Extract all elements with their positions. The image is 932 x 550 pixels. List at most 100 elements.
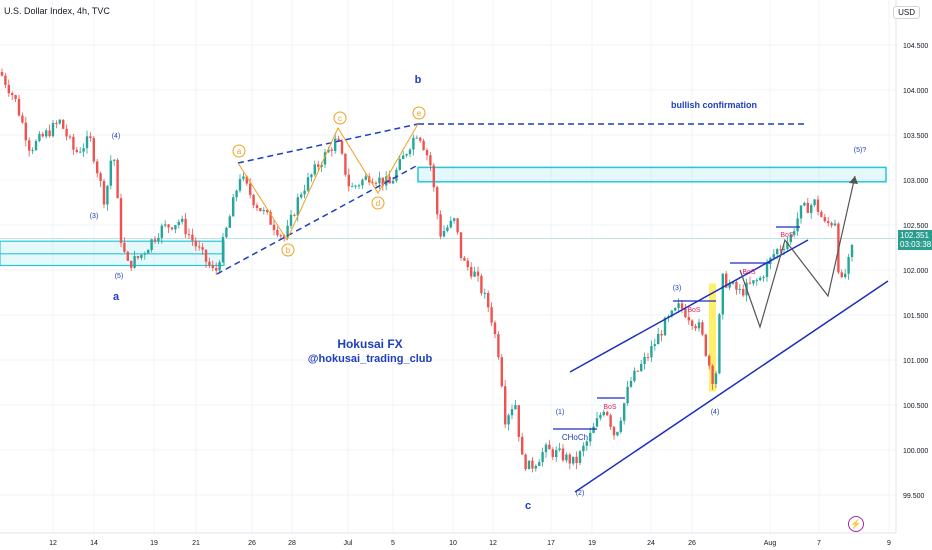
candle-body xyxy=(143,253,146,255)
price-axis-bg xyxy=(896,0,932,550)
abcde-circle xyxy=(281,243,295,257)
y-tick-label: 103.500 xyxy=(903,133,928,140)
candle-body xyxy=(701,322,704,335)
candle-body xyxy=(640,363,643,372)
candle-body xyxy=(96,161,99,174)
yellow-highlight xyxy=(709,283,716,392)
candle-body xyxy=(436,187,439,215)
candle-body xyxy=(181,218,184,222)
candle-body xyxy=(266,210,269,213)
y-tick-label: 100.000 xyxy=(903,448,928,455)
candle-body xyxy=(198,246,201,248)
candle-body xyxy=(102,181,106,205)
wave-label-5: (5) xyxy=(115,273,124,280)
candle-body xyxy=(306,177,310,191)
candle-body xyxy=(735,281,738,290)
abcde-label: c xyxy=(338,114,342,123)
candle-body xyxy=(602,411,605,416)
candle-body xyxy=(575,456,578,463)
candle-body xyxy=(657,334,660,345)
symbol-title: U.S. Dollar Index, 4h, TVC xyxy=(4,6,110,16)
candle-body xyxy=(561,448,565,461)
candle-body xyxy=(616,431,619,436)
candle-body xyxy=(337,138,340,142)
candle-body xyxy=(432,165,435,188)
candle-body xyxy=(422,140,425,151)
candle-body xyxy=(844,273,847,278)
candle-body xyxy=(235,190,238,198)
projection-zigzag xyxy=(739,175,856,329)
x-tick-label: 7 xyxy=(817,540,821,547)
candle-body xyxy=(79,151,82,153)
candle-body xyxy=(759,277,762,281)
candle-body xyxy=(497,334,500,358)
candle-body xyxy=(228,216,231,228)
candle-body xyxy=(425,150,429,156)
candle-body xyxy=(755,280,758,282)
candle-body xyxy=(606,411,609,416)
wave-label-b: b xyxy=(415,74,422,86)
candle-body xyxy=(293,214,296,216)
channel-upper xyxy=(569,239,809,373)
candle-body xyxy=(514,405,517,410)
candle-body xyxy=(449,220,452,228)
candle-body xyxy=(578,451,582,463)
candle-body xyxy=(466,260,469,268)
candle-body xyxy=(242,176,245,179)
last-price-label: 102.351 03:03:38 xyxy=(898,230,932,250)
wave-label-c: c xyxy=(525,500,531,512)
candle-body xyxy=(48,130,51,137)
candle-body xyxy=(14,95,17,99)
y-tick-label: 102.000 xyxy=(903,268,928,275)
candle-body xyxy=(738,289,741,291)
candle-body xyxy=(21,115,24,123)
candle-body xyxy=(313,164,316,175)
candle-body xyxy=(119,198,123,243)
candle-body xyxy=(262,210,265,212)
candle-body xyxy=(133,256,136,268)
candle-body xyxy=(623,403,626,421)
wave-label-a: a xyxy=(113,291,120,303)
candle-body xyxy=(742,289,745,296)
candle-body xyxy=(612,426,616,436)
candle-body xyxy=(500,357,503,387)
impulse-label: (2) xyxy=(576,490,585,497)
candle-body xyxy=(221,237,225,263)
x-tick-label: 12 xyxy=(49,540,57,547)
candle-body xyxy=(194,240,197,247)
candle-body xyxy=(167,224,170,228)
lightning-icon[interactable]: ⚡ xyxy=(848,516,864,532)
abcde-label: b xyxy=(286,246,291,255)
wedge-lower xyxy=(216,164,419,275)
candle-body xyxy=(160,225,163,238)
candle-body xyxy=(65,128,68,137)
candle-body xyxy=(327,149,330,153)
y-tick-label: 104.500 xyxy=(903,43,928,50)
candle-body xyxy=(296,197,299,216)
candle-body xyxy=(504,386,507,425)
bos-label: BoS xyxy=(780,232,794,239)
candle-body xyxy=(123,242,126,252)
candle-body xyxy=(99,173,102,182)
currency-button[interactable]: USD xyxy=(893,6,920,19)
candle-body xyxy=(793,231,796,235)
candle-body xyxy=(75,149,78,153)
candle-body xyxy=(177,221,180,226)
candle-body xyxy=(507,415,510,425)
candle-body xyxy=(34,140,38,151)
candle-body xyxy=(827,221,830,224)
candle-body xyxy=(249,183,252,195)
candle-body xyxy=(796,218,799,232)
candle-body xyxy=(398,158,401,170)
candle-body xyxy=(317,164,320,167)
candle-body xyxy=(599,415,602,419)
bos-label: BoS xyxy=(742,269,756,276)
candle-body xyxy=(109,160,112,186)
candles xyxy=(0,68,854,473)
candle-body xyxy=(371,182,374,184)
right-zone xyxy=(417,166,887,183)
candle-body xyxy=(551,449,554,458)
candle-body xyxy=(364,176,367,180)
candle-body xyxy=(170,227,174,230)
